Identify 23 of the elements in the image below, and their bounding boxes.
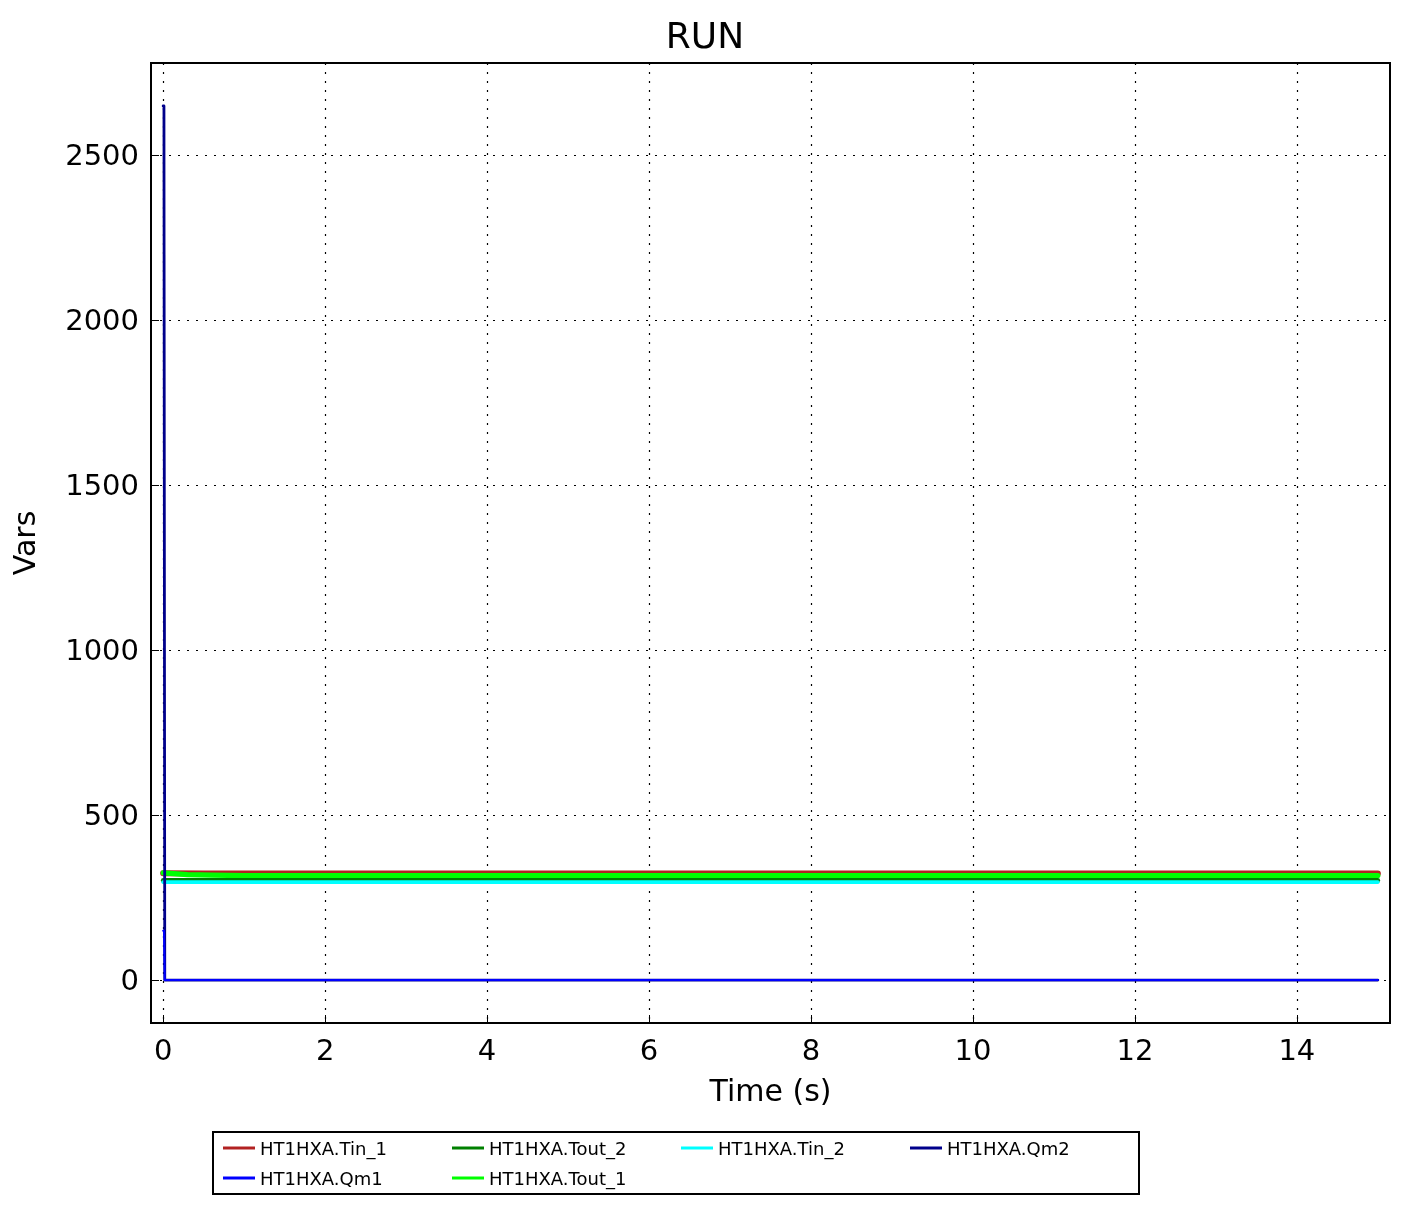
x-tick-label: 14	[1278, 1032, 1316, 1067]
y-tick-label: 2000	[65, 303, 139, 338]
y-tick-label: 2500	[65, 138, 139, 173]
y-axis-title: Vars	[6, 510, 42, 576]
legend-label: HT1HXA.Tin_2	[718, 1137, 845, 1160]
y-tick-label: 500	[83, 798, 139, 833]
legend-label: HT1HXA.Tout_1	[489, 1167, 627, 1190]
y-tick-label: 1500	[65, 468, 139, 503]
x-tick-label: 4	[477, 1032, 497, 1067]
x-tick-label: 12	[1116, 1032, 1154, 1067]
legend-label: HT1HXA.Qm2	[947, 1137, 1070, 1159]
x-tick-label: 6	[639, 1032, 659, 1067]
legend-label: HT1HXA.Tin_1	[260, 1137, 387, 1160]
legend-label: HT1HXA.Tout_2	[489, 1137, 627, 1160]
chart-title: RUN	[665, 14, 745, 56]
x-tick-label: 0	[153, 1032, 173, 1067]
legend-label: HT1HXA.Qm1	[260, 1167, 383, 1189]
x-tick-label: 8	[801, 1032, 821, 1067]
y-tick-label: 1000	[65, 633, 139, 668]
x-tick-label: 10	[954, 1032, 992, 1067]
y-tick-label: 0	[120, 963, 139, 998]
x-tick-label: 2	[315, 1032, 335, 1067]
x-axis-title: Time (s)	[708, 1072, 832, 1108]
